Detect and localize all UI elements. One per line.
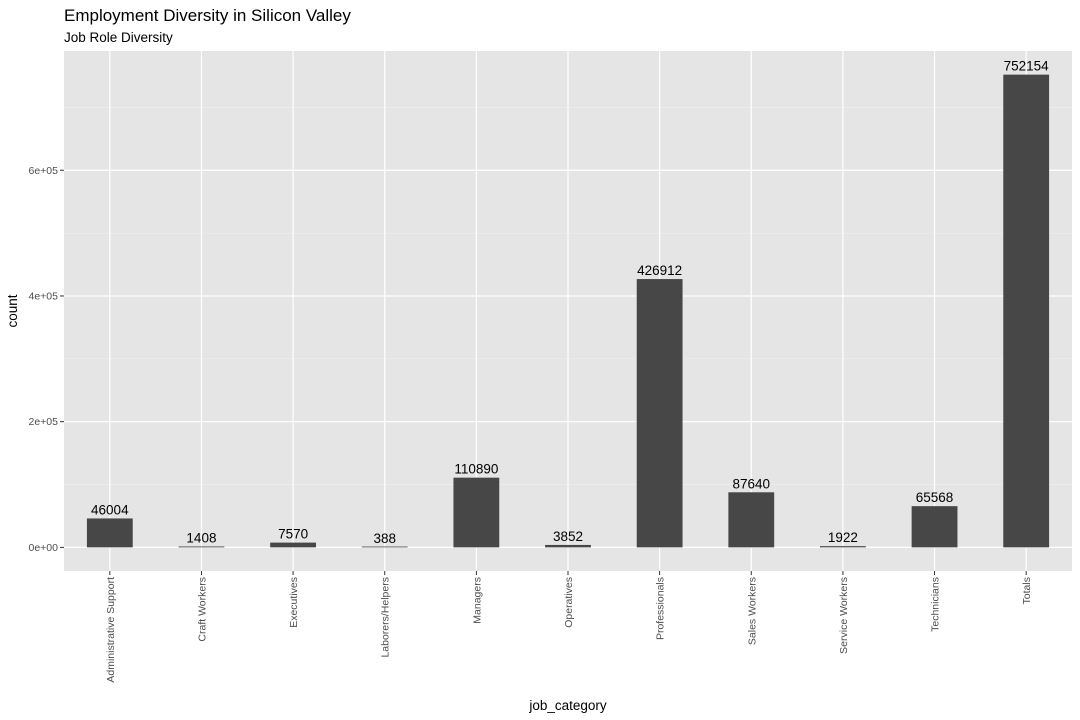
axes: 0e+00 2e+05 4e+05 6e+05 Administrative Suppo…	[29, 165, 1034, 683]
x-tick-label: Technicians	[930, 577, 942, 632]
y-axis-title: count	[5, 294, 20, 327]
x-tick-label: Professionals	[655, 577, 667, 640]
bar	[453, 477, 500, 548]
data-label: 65568	[916, 490, 954, 505]
data-label: 3852	[553, 529, 583, 544]
bar	[545, 544, 591, 548]
bars	[86, 74, 1050, 548]
chart-subtitle: Job Role Diversity	[64, 30, 173, 45]
data-label: 110890	[454, 462, 498, 477]
data-label: 388	[373, 531, 396, 546]
bar	[911, 506, 958, 548]
data-label: 46004	[91, 502, 129, 517]
y-tick-label: 2e+05	[29, 416, 59, 428]
bar	[1003, 74, 1050, 548]
bar	[728, 492, 775, 548]
x-tick-label: Operatives	[563, 577, 575, 628]
bar	[86, 518, 133, 548]
data-labels: 46004 1408 7570 388 110890 3852 426912 87640 192…	[91, 59, 1049, 546]
bar	[636, 279, 683, 548]
data-label: 87640	[732, 476, 770, 491]
x-tick-label: Administrative Support	[105, 577, 117, 683]
x-tick-label: Laborers/Helpers	[380, 577, 392, 658]
x-tick-label: Sales Workers	[746, 577, 758, 645]
y-tick-label: 4e+05	[29, 290, 59, 302]
x-tick-label: Managers	[471, 577, 483, 624]
data-label: 1408	[186, 530, 216, 545]
chart-title: Employment Diversity in Silicon Valley	[64, 6, 351, 25]
x-tick-label: Totals	[1021, 577, 1033, 604]
bar	[361, 546, 408, 548]
x-tick-label: Service Workers	[838, 577, 850, 654]
data-label: 7570	[278, 527, 308, 542]
data-label: 426912	[637, 263, 682, 278]
x-tick-label: Executives	[288, 577, 300, 628]
y-tick-label: 0e+00	[29, 542, 59, 554]
data-label: 1922	[828, 530, 858, 545]
bar	[270, 542, 316, 548]
bar	[178, 546, 225, 548]
y-tick-label: 6e+05	[29, 165, 59, 177]
x-tick-label: Craft Workers	[196, 577, 208, 642]
data-label: 752154	[1004, 59, 1050, 74]
x-axis-title: job_category	[528, 698, 607, 713]
bar	[820, 546, 866, 548]
